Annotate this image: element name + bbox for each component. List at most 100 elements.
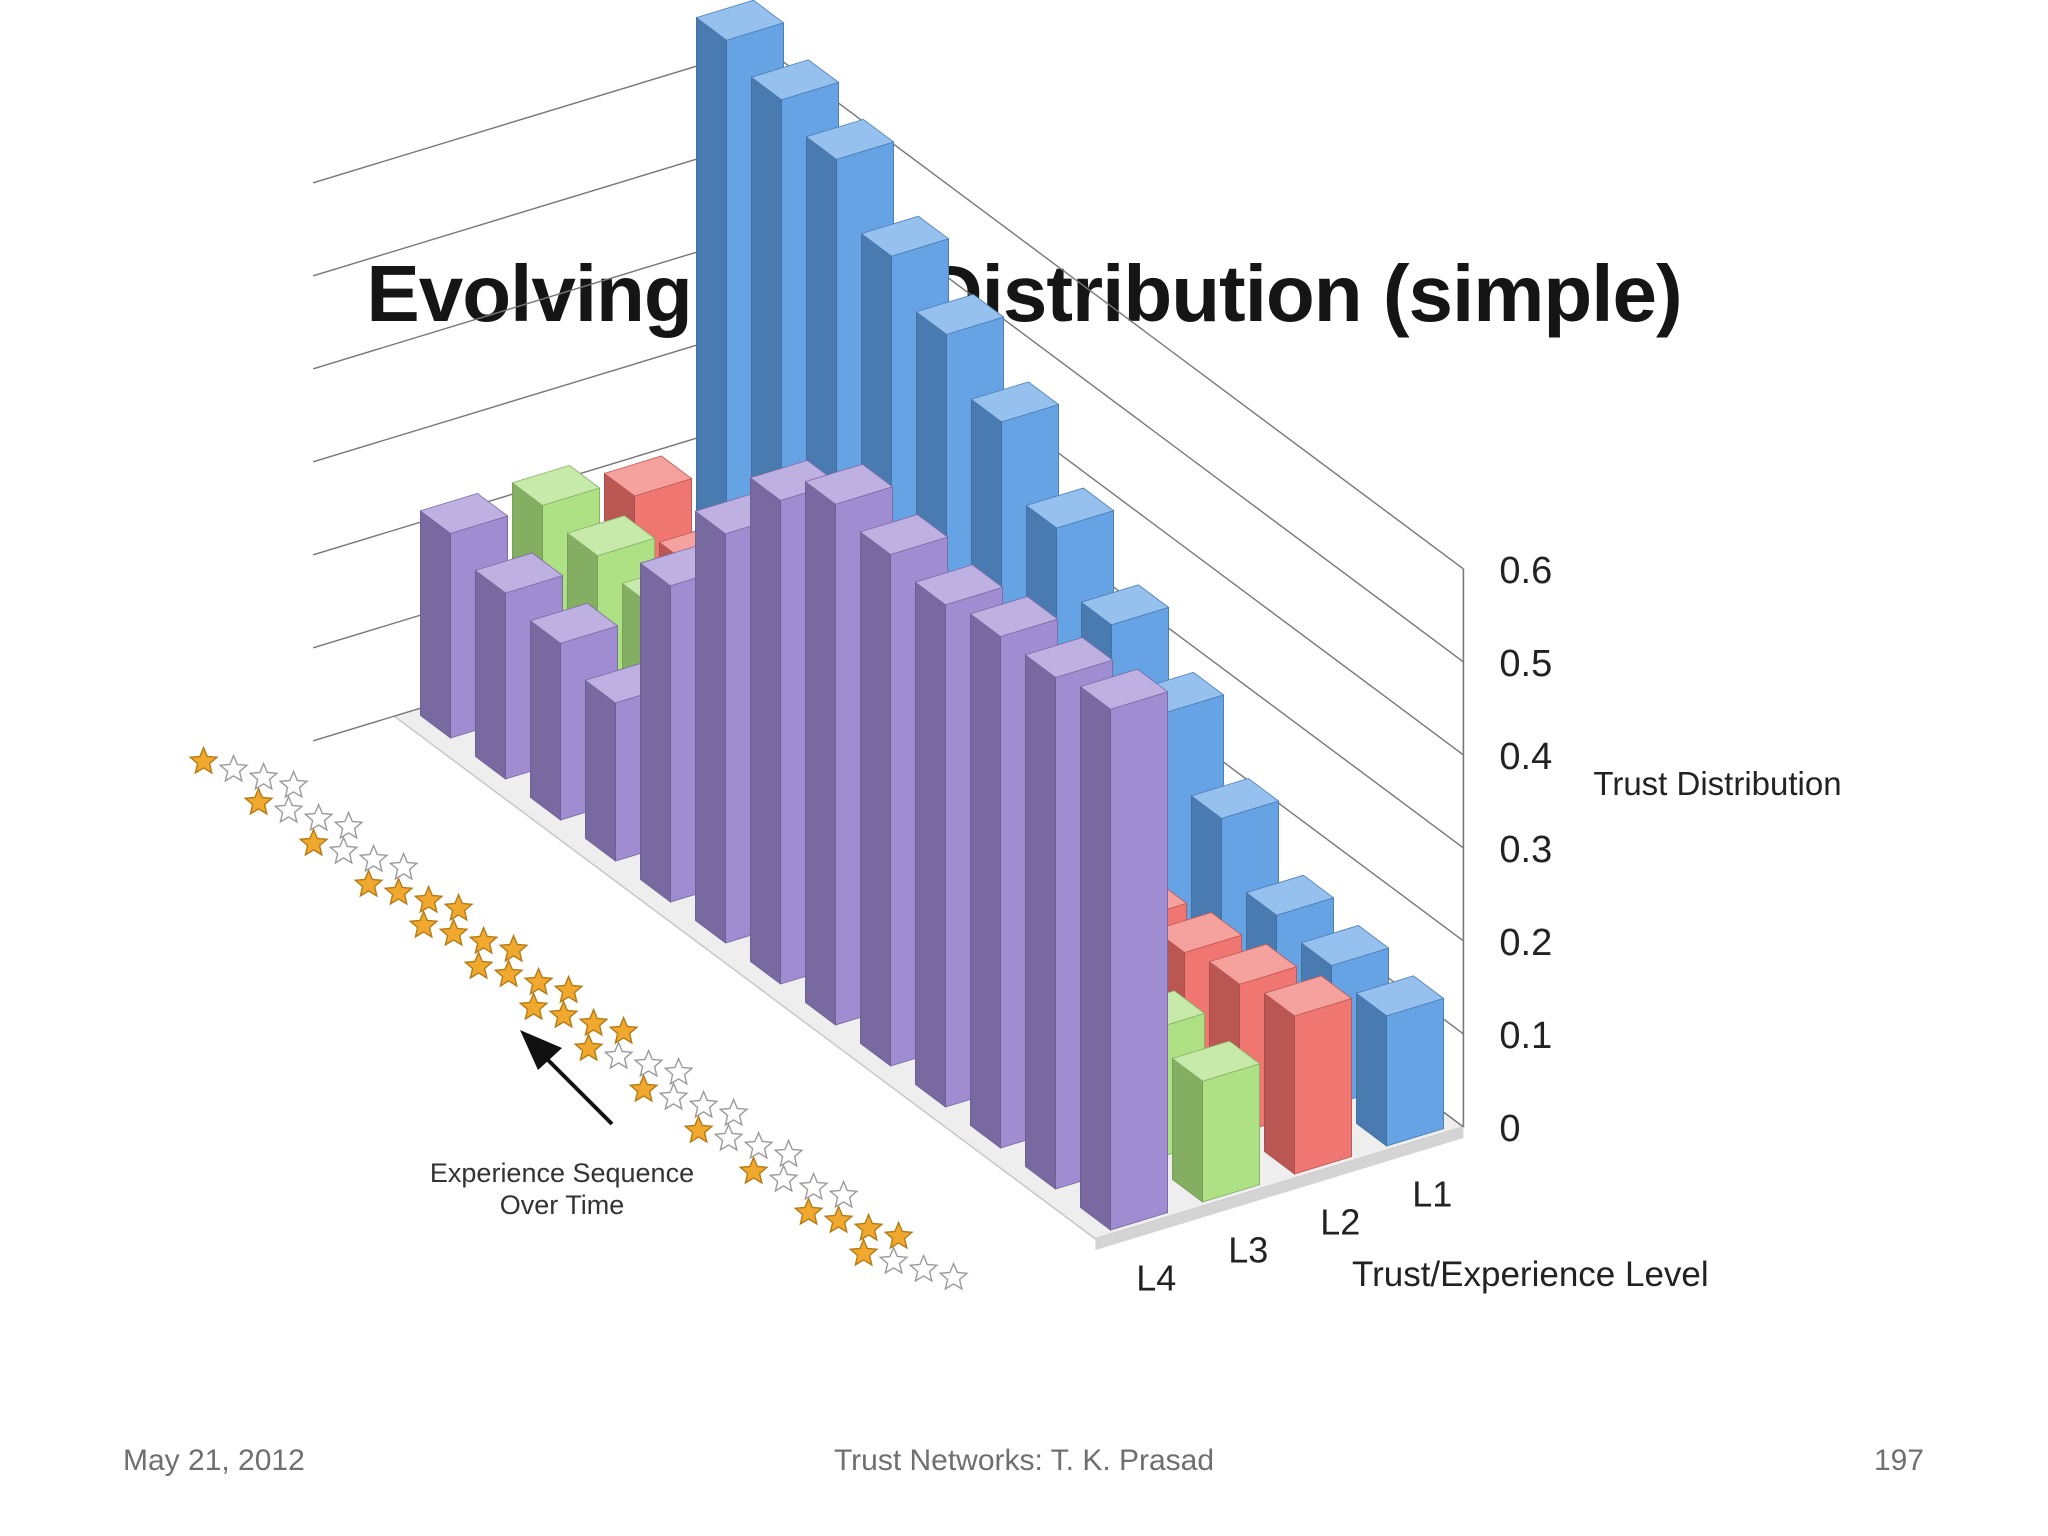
bar-top bbox=[750, 59, 840, 101]
star-empty-icon bbox=[603, 1040, 634, 1070]
star-filled-icon bbox=[463, 950, 494, 980]
star-row-2 bbox=[793, 1196, 914, 1250]
star-filled-icon bbox=[408, 909, 439, 939]
bar-side bbox=[1172, 1057, 1203, 1203]
arrow-shaft bbox=[538, 1050, 614, 1126]
bar-top bbox=[860, 215, 950, 257]
star-filled-icon bbox=[188, 745, 219, 775]
star-filled-icon bbox=[853, 1212, 884, 1242]
star-row-5 bbox=[628, 1073, 749, 1127]
footer-center-text: Trust Networks: T. K. Prasad bbox=[833, 1444, 1215, 1477]
bar-L4-t1 bbox=[1079, 668, 1169, 1231]
bar-side bbox=[750, 477, 781, 985]
bar-side bbox=[915, 581, 946, 1108]
time-axis-title-line2: Over Time bbox=[500, 1190, 625, 1220]
star-empty-icon bbox=[688, 1089, 719, 1119]
star-empty-icon bbox=[218, 753, 249, 783]
bar-side bbox=[1080, 685, 1111, 1231]
star-empty-icon bbox=[333, 810, 364, 840]
star-empty-icon bbox=[328, 835, 359, 865]
star-filled-icon bbox=[823, 1204, 854, 1234]
experience-star-rows bbox=[188, 745, 969, 1291]
star-filled-icon bbox=[883, 1220, 914, 1250]
bar-side bbox=[419, 510, 452, 739]
star-filled-icon bbox=[793, 1196, 824, 1226]
star-empty-icon bbox=[273, 794, 304, 824]
star-empty-icon bbox=[718, 1097, 749, 1127]
level-tick-label: L1 bbox=[1412, 1174, 1452, 1215]
star-filled-icon bbox=[628, 1073, 659, 1103]
bar-top bbox=[1079, 668, 1169, 710]
star-row-9 bbox=[408, 909, 529, 963]
x-axis-title: Trust/Experience Level bbox=[1352, 1255, 1709, 1294]
time-axis-title-line1: Experience Sequence bbox=[430, 1158, 694, 1188]
level-tick-label: L4 bbox=[1136, 1258, 1176, 1299]
star-filled-icon bbox=[578, 1007, 609, 1037]
star-filled-icon bbox=[413, 884, 444, 914]
bar-side bbox=[860, 531, 891, 1067]
star-filled-icon bbox=[493, 958, 524, 988]
star-row-6 bbox=[573, 1032, 694, 1086]
bar-side bbox=[1356, 992, 1387, 1147]
star-filled-icon bbox=[523, 966, 554, 996]
bar-front bbox=[1386, 997, 1444, 1147]
z-tick-label: 0.1 bbox=[1499, 1015, 1552, 1057]
bar-top bbox=[1024, 637, 1114, 678]
star-empty-icon bbox=[773, 1138, 804, 1168]
star-empty-icon bbox=[938, 1261, 969, 1291]
z-tick-label: 0.4 bbox=[1499, 736, 1552, 778]
bar-top bbox=[914, 564, 1004, 606]
bar-top bbox=[474, 552, 564, 594]
bar-top bbox=[695, 0, 785, 41]
star-filled-icon bbox=[738, 1155, 769, 1185]
bar-top bbox=[915, 293, 1005, 335]
bar-side bbox=[585, 679, 616, 862]
star-filled-icon bbox=[548, 999, 579, 1029]
bar-side bbox=[805, 480, 836, 1026]
star-filled-icon bbox=[383, 876, 414, 906]
bar-side bbox=[695, 510, 726, 944]
time-arrow-icon bbox=[520, 1030, 614, 1126]
star-filled-icon bbox=[243, 786, 274, 816]
star-row-4 bbox=[683, 1114, 804, 1168]
star-row-1 bbox=[848, 1237, 969, 1291]
z-tick-label: 0.6 bbox=[1499, 550, 1552, 592]
star-empty-icon bbox=[768, 1163, 799, 1193]
bar-top bbox=[970, 381, 1060, 423]
star-row-10 bbox=[353, 868, 474, 922]
bar-top bbox=[1080, 584, 1170, 626]
bar-front bbox=[1110, 691, 1168, 1231]
bar-front bbox=[1202, 1063, 1260, 1203]
bar-top bbox=[1171, 1040, 1261, 1082]
star-filled-icon bbox=[468, 925, 499, 955]
bar-top bbox=[566, 515, 656, 557]
star-empty-icon bbox=[828, 1179, 859, 1209]
z-tick-label: 0.5 bbox=[1499, 643, 1552, 685]
bar-top bbox=[1355, 975, 1445, 1017]
footer-page-number: 197 bbox=[1873, 1444, 1924, 1477]
star-empty-icon bbox=[633, 1048, 664, 1078]
bar-L1-t1 bbox=[1355, 975, 1445, 1147]
chart-labels: 0 0.1 0.2 0.3 0.4 0.5 0.6 Trust Distribution L4 L… bbox=[430, 550, 1842, 1299]
star-filled-icon bbox=[498, 933, 529, 963]
bar-side bbox=[970, 613, 1001, 1149]
bar-top bbox=[603, 455, 693, 497]
star-empty-icon bbox=[743, 1130, 774, 1160]
bar-top bbox=[804, 463, 894, 505]
bar-top bbox=[1025, 487, 1115, 529]
star-empty-icon bbox=[658, 1081, 689, 1111]
star-filled-icon bbox=[443, 892, 474, 922]
star-row-12 bbox=[243, 786, 364, 840]
z-axis-title: Trust Distribution bbox=[1593, 765, 1841, 802]
star-empty-icon bbox=[278, 769, 309, 799]
star-filled-icon bbox=[848, 1237, 879, 1267]
star-filled-icon bbox=[518, 991, 549, 1021]
bar-top bbox=[859, 514, 949, 555]
star-empty-icon bbox=[358, 843, 389, 873]
star-empty-icon bbox=[303, 802, 334, 832]
star-filled-icon bbox=[553, 974, 584, 1004]
bar-top bbox=[1208, 943, 1298, 985]
bar-side bbox=[1264, 992, 1295, 1175]
star-row-13 bbox=[188, 745, 309, 799]
